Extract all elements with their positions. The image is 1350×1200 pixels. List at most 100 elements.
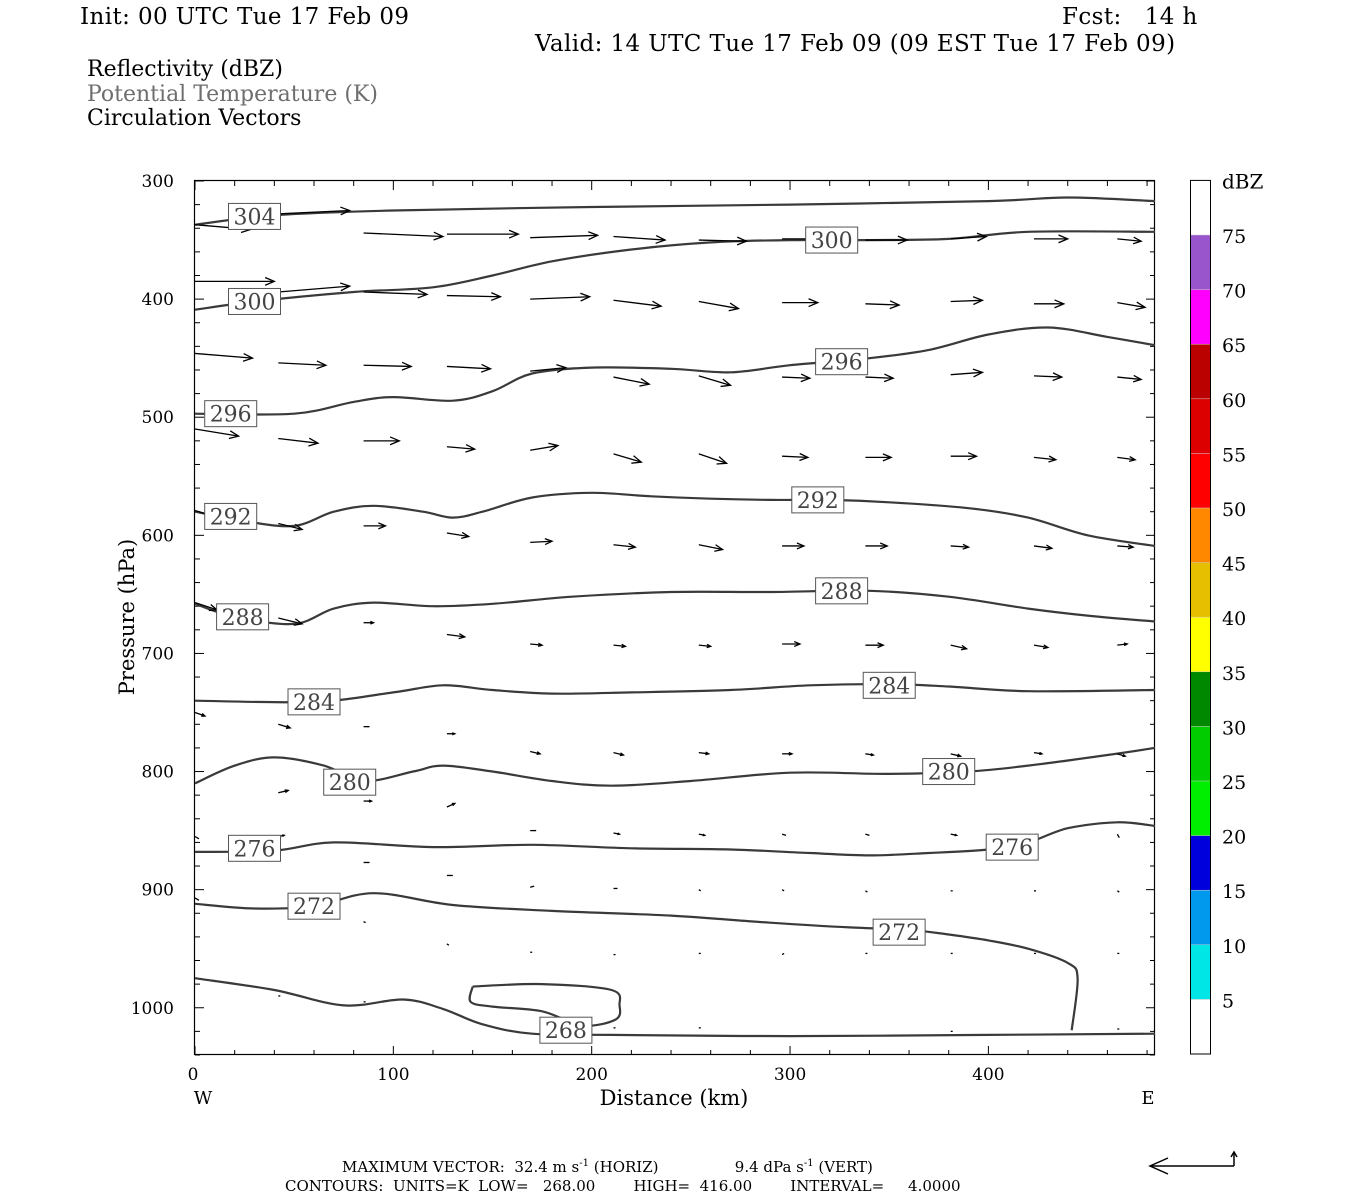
contour-label-text: 272: [293, 895, 335, 920]
contour-label-284: 284: [287, 688, 341, 716]
theta-contour-268: [468, 982, 622, 1027]
x-tick-label-300: 300: [774, 1065, 806, 1085]
field-label-potential-temperature: Potential Temperature (K): [87, 82, 378, 107]
circulation-vector: [865, 300, 901, 310]
vector-shaft: [278, 437, 319, 444]
colorbar-swatch-5: [1190, 944, 1210, 1000]
vector-head: [714, 544, 725, 552]
vector-head: [619, 752, 626, 757]
circulation-vector: [278, 617, 304, 626]
contour-label-text: 292: [210, 505, 252, 530]
contour-label-box: [791, 486, 845, 514]
vector-shaft: [865, 303, 900, 306]
vector-shaft: [274, 209, 350, 215]
circulation-vector: [278, 789, 290, 794]
vector-head: [1127, 544, 1135, 550]
contour-label-292: 292: [204, 502, 258, 530]
colorbar-label-45: 45: [1222, 554, 1246, 576]
vector-head: [378, 522, 388, 530]
contour-label-text: 276: [991, 836, 1033, 861]
colorbar-swatch-25: [1190, 726, 1210, 781]
vector-head: [1122, 753, 1127, 758]
circulation-vector: [446, 443, 477, 453]
contour-label-text: 296: [210, 403, 252, 428]
colorbar-swatch-70: [1190, 235, 1210, 290]
dbz-colorbar: 5 10 15 20 25 30 35 40 45 50 55 60 65 70 75 dBZ: [1190, 169, 1264, 1055]
vector-shaft: [446, 365, 491, 370]
vector-head: [655, 234, 667, 244]
vector-head: [1042, 644, 1050, 650]
circulation-vector: [781, 833, 787, 836]
vector-shaft: [950, 235, 987, 240]
circulation-vector: [1033, 644, 1050, 650]
circulation-vector: [194, 352, 255, 362]
vector-head: [1135, 301, 1147, 311]
circulation-vector: [1116, 833, 1120, 838]
contour-label-box: [204, 400, 258, 428]
circulation-vector: [950, 232, 989, 242]
contour-label-296: 296: [204, 400, 258, 428]
vector-shaft: [613, 376, 650, 385]
vector-head: [580, 292, 592, 302]
circulation-vector: [1117, 544, 1135, 550]
circulation-vector: [278, 437, 320, 447]
vector-head: [883, 373, 895, 383]
circulation-vector: [1033, 455, 1058, 463]
y-axis-label: Pressure (hPa): [115, 539, 139, 695]
contour-label-box: [922, 758, 976, 786]
circulation-vector: [698, 236, 749, 246]
vector-shaft: [278, 617, 303, 625]
contour-label-272: 272: [872, 918, 926, 946]
colorbar-swatch-35: [1190, 617, 1210, 672]
contour-label-text: 288: [222, 606, 264, 631]
circulation-vector: [530, 885, 535, 888]
valid-time: Valid: 14 UTC Tue 17 Feb 09 (09 EST Tue …: [535, 31, 1176, 57]
circulation-vector: [865, 235, 909, 245]
circulation-vector: [613, 376, 651, 387]
field-label-reflectivity: Reflectivity (dBZ): [87, 57, 283, 82]
vector-head: [1058, 234, 1070, 244]
vector-shaft: [278, 723, 291, 729]
circulation-vector: [1033, 544, 1054, 551]
colorbar-label-30: 30: [1222, 717, 1246, 739]
colorbar-label-20: 20: [1222, 827, 1246, 849]
circulation-vector: [698, 889, 702, 892]
circulation-vector: [865, 642, 885, 649]
circulation-vector: [1117, 301, 1147, 311]
vector-head: [537, 642, 544, 648]
vector-head: [264, 276, 277, 286]
max-vector-label: MAXIMUM VECTOR:: [342, 1158, 505, 1176]
circulation-vector: [950, 753, 963, 758]
vector-head: [728, 302, 741, 312]
vert-tag: (VERT): [813, 1158, 873, 1176]
max-vector-line: MAXIMUM VECTOR: 32.4 m s-1 (HORIZ) 9.4 d…: [342, 1158, 873, 1176]
circulation-vector: [950, 296, 985, 306]
colorbar-swatch-50: [1190, 453, 1210, 508]
contour-label-box: [872, 918, 926, 946]
circulation-vector: [950, 644, 969, 651]
axis-ticks: [194, 180, 1155, 1056]
vector-shaft: [698, 375, 731, 386]
contour-label-box: [815, 348, 869, 376]
vector-shaft: [278, 522, 303, 531]
vector-shaft: [613, 299, 662, 307]
vector-head: [627, 542, 637, 550]
contour-label-box: [228, 202, 282, 230]
plot-frame: [193, 179, 1156, 1056]
circulation-vector: [363, 920, 366, 924]
contour-label-text: 300: [234, 290, 276, 315]
vector-head: [972, 296, 985, 306]
circulation-vector: [1116, 890, 1120, 893]
vector-shaft: [194, 428, 239, 437]
circulation-vector: [698, 751, 711, 756]
vector-head: [1128, 455, 1137, 463]
vector-head: [808, 298, 820, 308]
vector-head: [736, 236, 749, 246]
y-tick-label-700: 700: [142, 644, 174, 664]
vector-shaft: [782, 455, 808, 459]
contour-label-text: 304: [234, 205, 276, 230]
vector-head: [793, 640, 802, 648]
vector-head: [228, 430, 241, 440]
circulation-vector: [781, 889, 785, 892]
vector-head: [706, 643, 713, 649]
